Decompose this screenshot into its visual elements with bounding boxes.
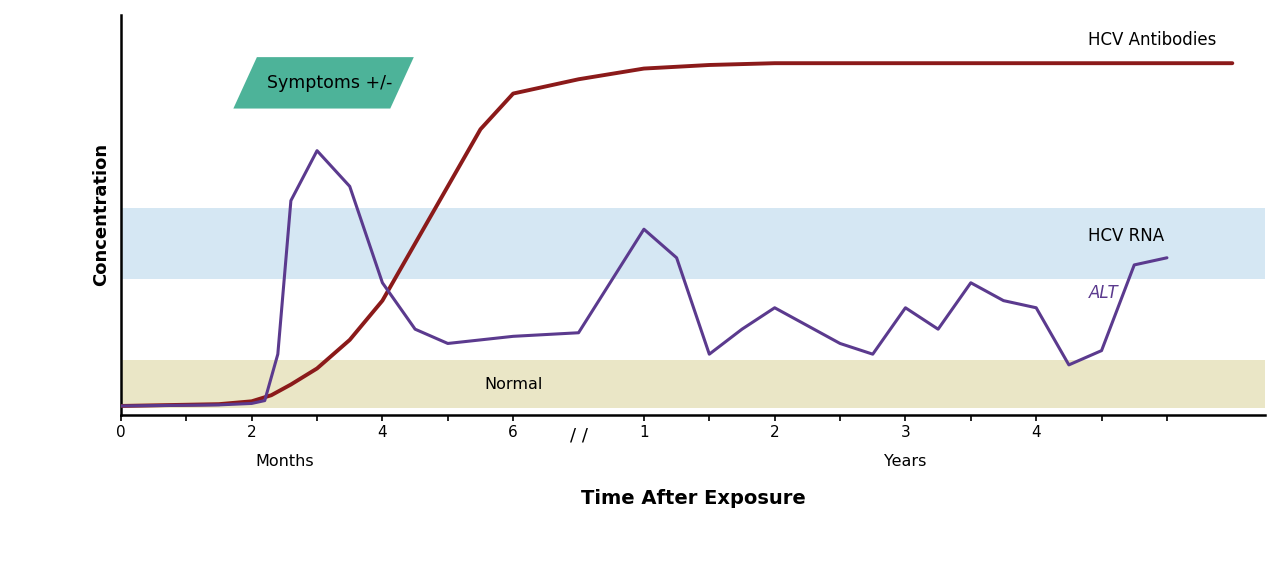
Y-axis label: Concentration: Concentration — [92, 144, 110, 286]
Bar — [120, 360, 1265, 408]
Text: Symptoms +/-: Symptoms +/- — [268, 74, 393, 92]
Text: ALT: ALT — [1088, 285, 1119, 303]
Text: Months: Months — [255, 454, 314, 469]
Text: HCV Antibodies: HCV Antibodies — [1088, 31, 1217, 49]
Text: Years: Years — [884, 454, 927, 469]
Text: HCV RNA: HCV RNA — [1088, 227, 1165, 245]
Polygon shape — [233, 57, 413, 109]
Text: / /: / / — [570, 426, 588, 444]
X-axis label: Time After Exposure: Time After Exposure — [581, 489, 805, 508]
Text: Normal: Normal — [484, 377, 543, 392]
Bar — [120, 208, 1265, 279]
